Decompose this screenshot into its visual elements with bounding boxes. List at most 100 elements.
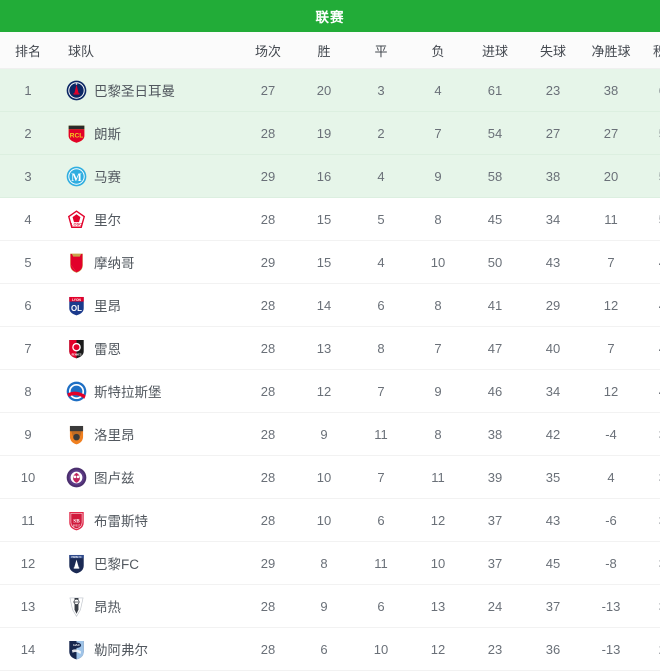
- cell-points: 36: [640, 498, 660, 542]
- cell-played: 28: [240, 369, 296, 413]
- cell-won: 10: [296, 455, 352, 499]
- cell-team: PARIS FC 巴黎FC: [56, 541, 240, 585]
- cell-points: 33: [640, 584, 660, 628]
- cell-goals-against: 43: [524, 240, 582, 284]
- cell-goal-diff: 12: [582, 283, 640, 327]
- cell-goals-for: 38: [466, 412, 524, 456]
- cell-goal-diff: -6: [582, 498, 640, 542]
- cell-won: 12: [296, 369, 352, 413]
- table-row[interactable]: 10图卢兹28107113935437: [0, 455, 660, 499]
- cell-won: 15: [296, 197, 352, 241]
- cell-team: LOSC 里尔: [56, 197, 240, 241]
- cell-lost: 13: [410, 584, 466, 628]
- cell-goals-for: 23: [466, 627, 524, 671]
- cell-won: 19: [296, 111, 352, 155]
- cell-goal-diff: 7: [582, 240, 640, 284]
- cell-points: 47: [640, 326, 660, 370]
- cell-won: 13: [296, 326, 352, 370]
- team-name: 斯特拉斯堡: [94, 385, 162, 400]
- cell-lost: 9: [410, 369, 466, 413]
- cell-drawn: 2: [352, 111, 410, 155]
- lorient-crest: [66, 424, 87, 445]
- parisfc-crest: PARIS FC: [66, 553, 87, 574]
- cell-won: 20: [296, 68, 352, 112]
- cell-rank: 13: [0, 584, 56, 628]
- cell-goals-for: 41: [466, 283, 524, 327]
- svg-text:HAC: HAC: [73, 643, 80, 647]
- cell-lost: 8: [410, 412, 466, 456]
- cell-points: 38: [640, 412, 660, 456]
- svg-text:M: M: [71, 171, 82, 183]
- cell-points: 49: [640, 240, 660, 284]
- header-row: 排名 球队 场次 胜 平 负 进球 失球 净胜球 积分: [0, 32, 660, 69]
- cell-lost: 11: [410, 455, 466, 499]
- column-header-goals-for: 进球: [466, 32, 524, 69]
- cell-goal-diff: 20: [582, 154, 640, 198]
- cell-rank: 5: [0, 240, 56, 284]
- cell-drawn: 6: [352, 283, 410, 327]
- cell-team: HAC 勒阿弗尔: [56, 627, 240, 671]
- marseille-crest: M: [66, 166, 87, 187]
- brest-crest: SB BREST: [66, 510, 87, 531]
- cell-goals-against: 37: [524, 584, 582, 628]
- cell-team: 巴黎圣日耳曼: [56, 68, 240, 112]
- cell-goal-diff: -13: [582, 584, 640, 628]
- column-header-points: 积分: [640, 32, 660, 69]
- table-row[interactable]: 6LYONOL里昂28146841291248: [0, 283, 660, 327]
- table-row[interactable]: 5 摩纳哥 29154105043749: [0, 240, 660, 284]
- cell-team: LYON OL 里昂: [56, 283, 240, 327]
- cell-goal-diff: 38: [582, 68, 640, 112]
- cell-lost: 7: [410, 111, 466, 155]
- rennes-crest: RENNES: [66, 338, 87, 359]
- svg-text:SCO: SCO: [73, 600, 80, 604]
- cell-points: 52: [640, 154, 660, 198]
- cell-goals-against: 45: [524, 541, 582, 585]
- team-name: 布雷斯特: [94, 514, 148, 529]
- lens-crest: RCL: [66, 123, 87, 144]
- table-row[interactable]: 2RCL朗斯28192754272759: [0, 111, 660, 155]
- table-row[interactable]: 3 M 马赛 29164958382052: [0, 154, 660, 198]
- cell-played: 28: [240, 412, 296, 456]
- lille-crest: LOSC: [66, 209, 87, 230]
- monaco-crest: [66, 252, 87, 273]
- table-row[interactable]: 1 巴黎圣日耳曼 27203461233863: [0, 68, 660, 112]
- cell-team: RENNES 雷恩: [56, 326, 240, 370]
- cell-lost: 10: [410, 240, 466, 284]
- cell-goal-diff: -4: [582, 412, 640, 456]
- team-name: 勒阿弗尔: [94, 643, 148, 658]
- cell-won: 14: [296, 283, 352, 327]
- cell-won: 9: [296, 412, 352, 456]
- cell-played: 28: [240, 326, 296, 370]
- table-row[interactable]: 4 LOSC 里尔 28155845341150: [0, 197, 660, 241]
- cell-goals-for: 37: [466, 498, 524, 542]
- standings-table-head: 排名 球队 场次 胜 平 负 进球 失球 净胜球 积分: [0, 32, 660, 69]
- cell-team: SB BREST 布雷斯特: [56, 498, 240, 542]
- table-row[interactable]: 8斯特拉斯堡28127946341243: [0, 369, 660, 413]
- cell-goals-against: 42: [524, 412, 582, 456]
- cell-rank: 10: [0, 455, 56, 499]
- column-header-team: 球队: [56, 32, 240, 69]
- team-name: 巴黎FC: [94, 557, 139, 572]
- team-name: 雷恩: [94, 342, 121, 357]
- team-name: 巴黎圣日耳曼: [94, 84, 175, 99]
- cell-team: SCO 昂热: [56, 584, 240, 628]
- team-name: 朗斯: [94, 127, 121, 142]
- cell-rank: 7: [0, 326, 56, 370]
- cell-drawn: 7: [352, 455, 410, 499]
- cell-points: 48: [640, 283, 660, 327]
- cell-won: 16: [296, 154, 352, 198]
- table-row[interactable]: 7RENNES雷恩2813874740747: [0, 326, 660, 370]
- standings-table-body: 1巴黎圣日耳曼272034612338632RCL朗斯2819275427275…: [0, 68, 660, 671]
- cell-goals-for: 37: [466, 541, 524, 585]
- svg-text:RCL: RCL: [70, 132, 83, 139]
- cell-lost: 12: [410, 498, 466, 542]
- cell-drawn: 3: [352, 68, 410, 112]
- cell-played: 29: [240, 240, 296, 284]
- svg-text:PARIS FC: PARIS FC: [71, 555, 82, 558]
